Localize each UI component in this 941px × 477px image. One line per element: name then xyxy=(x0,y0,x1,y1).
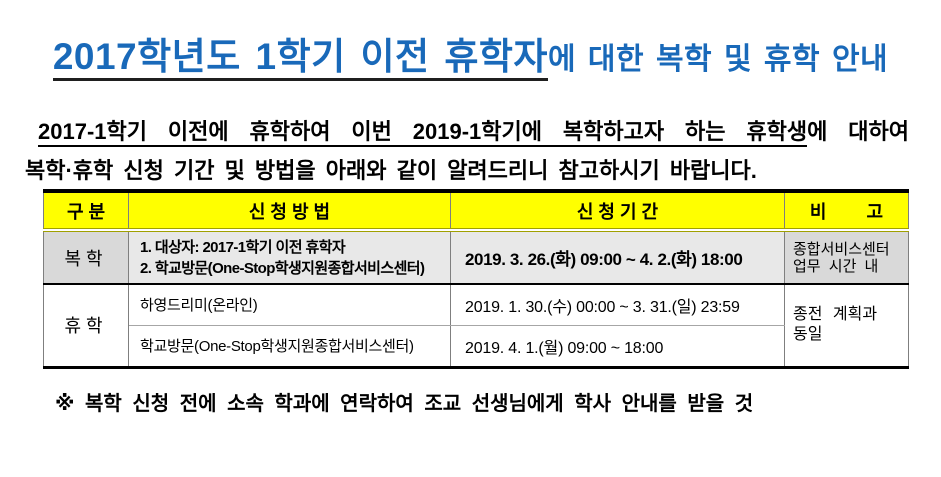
return-method-line-2: 2. 학교방문(One-Stop학생지원종합서비스센터) xyxy=(140,259,425,277)
intro-line-1: 2017-1학기 이전에 휴학하여 이번 2019-1학기에 복학하고자 하는 … xyxy=(25,112,909,151)
header-cell-category: 구 분 xyxy=(43,191,129,232)
title-underlined-text: 2017학년도 1학기 이전 휴학자 xyxy=(52,36,548,81)
period-cell-leave-online: 2019. 1. 30.(수) 00:00 ~ 3. 31.(일) 23:59 xyxy=(450,284,785,326)
intro-paragraph: 2017-1학기 이전에 휴학하여 이번 2019-1학기에 복학하고자 하는 … xyxy=(25,112,909,190)
leave-online-method-text: 하영드리미(온라인) xyxy=(140,297,258,315)
leave-online-period-text: 2019. 1. 30.(수) 00:00 ~ 3. 31.(일) 23:59 xyxy=(465,298,740,316)
method-cell-leave-visit: 학교방문(One-Stop학생지원종합서비스센터) xyxy=(128,325,451,367)
page-title: 2017학년도 1학기 이전 휴학자에 대한 복학 및 휴학 안내 xyxy=(0,26,941,81)
title-tail-text: 에 대한 복학 및 휴학 안내 xyxy=(547,43,889,76)
intro-line1-tail: 에 대하여 xyxy=(807,119,909,144)
category-cell-return: 복학 xyxy=(43,230,129,285)
return-period-text: 2019. 3. 26.(화) 09:00 ~ 4. 2.(화) 18:00 xyxy=(465,250,743,269)
period-cell-leave-visit: 2019. 4. 1.(월) 09:00 ~ 18:00 xyxy=(450,325,785,367)
footnote: ※ 복학 신청 전에 소속 학과에 연락하여 조교 선생님에게 학사 안내를 받… xyxy=(55,393,754,415)
header-cell-method: 신 청 방 법 xyxy=(128,191,451,232)
return-method-line-1: 1. 대상자: 2017-1학기 이전 휴학자 xyxy=(140,238,346,256)
intro-line-2: 복학·휴학 신청 기간 및 방법을 아래와 같이 알려드리니 참고하시기 바랍니… xyxy=(25,158,757,183)
category-cell-leave: 휴학 xyxy=(43,284,129,367)
table-row-leave-visit: 학교방문(One-Stop학생지원종합서비스센터) 2019. 4. 1.(월)… xyxy=(44,325,909,367)
method-cell-return: 1. 대상자: 2017-1학기 이전 휴학자 2. 학교방문(One-Stop… xyxy=(128,230,451,285)
method-cell-leave-online: 하영드리미(온라인) xyxy=(128,284,451,326)
period-cell-return: 2019. 3. 26.(화) 09:00 ~ 4. 2.(화) 18:00 xyxy=(450,230,785,285)
header-cell-period: 신 청 기 간 xyxy=(450,191,785,232)
remarks-cell-leave: 종전 계획과 동일 xyxy=(784,284,909,367)
leave-visit-period-text: 2019. 4. 1.(월) 09:00 ~ 18:00 xyxy=(465,339,664,357)
schedule-table: 구 분 신 청 방 법 신 청 기 간 비 고 복학 1. 대상자: 2017-… xyxy=(43,189,909,369)
table-row-return: 복학 1. 대상자: 2017-1학기 이전 휴학자 2. 학교방문(One-S… xyxy=(43,230,909,285)
table-row-leave-online: 휴학 하영드리미(온라인) 2019. 1. 30.(수) 00:00 ~ 3.… xyxy=(43,284,909,367)
leave-visit-method-text: 학교방문(One-Stop학생지원종합서비스센터) xyxy=(140,338,414,355)
remarks-cell-return: 종합서비스센터 업무 시간 내 xyxy=(784,230,909,285)
table-header-row: 구 분 신 청 방 법 신 청 기 간 비 고 xyxy=(43,191,909,232)
intro-underlined-text: 2017-1학기 이전에 휴학하여 이번 2019-1학기에 복학하고자 하는 … xyxy=(38,119,808,147)
header-cell-remarks: 비 고 xyxy=(784,191,909,232)
